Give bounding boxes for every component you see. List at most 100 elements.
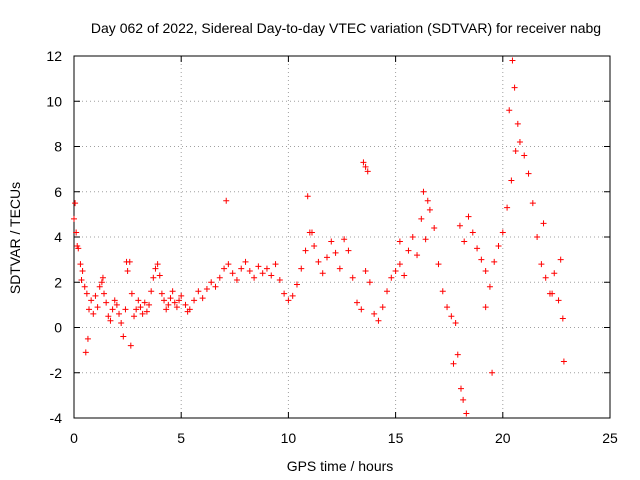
data-point [345, 247, 352, 254]
data-point [424, 197, 431, 204]
data-point [107, 317, 114, 324]
data-point [549, 290, 556, 297]
data-point [516, 138, 523, 145]
data-point [123, 258, 130, 265]
data-point [409, 234, 416, 240]
data-point [223, 197, 230, 204]
data-point [281, 290, 288, 297]
data-point [161, 297, 168, 304]
data-point [146, 301, 153, 308]
data-point [512, 148, 519, 155]
data-point [178, 292, 185, 299]
data-point [405, 247, 412, 254]
data-point [551, 270, 558, 277]
data-point [124, 267, 131, 274]
data-point [229, 270, 236, 277]
data-point [540, 220, 547, 227]
data-point [184, 308, 191, 315]
data-point [465, 213, 472, 220]
data-point [384, 288, 391, 295]
y-tick-label: 10 [46, 93, 62, 109]
data-point [431, 224, 438, 231]
data-point [509, 57, 516, 64]
data-point [285, 297, 292, 304]
data-point [255, 263, 262, 270]
x-tick-label: 0 [70, 430, 78, 446]
data-point [311, 243, 318, 250]
data-point [208, 279, 215, 286]
data-point [111, 297, 118, 304]
chart-title: Day 062 of 2022, Sidereal Day-to-day VTE… [91, 20, 601, 36]
data-point [388, 274, 395, 281]
data-point [461, 238, 468, 245]
x-axis-label: GPS time / hours [287, 458, 394, 474]
data-point [84, 335, 91, 342]
data-point [474, 245, 481, 252]
data-point [538, 261, 545, 268]
data-point [354, 299, 361, 306]
data-point [77, 261, 84, 268]
y-tick-label: -4 [50, 410, 63, 426]
data-point [534, 234, 541, 240]
data-point [221, 265, 228, 272]
data-point [336, 265, 343, 272]
y-axis-label: SDTVAR / TECUs [7, 182, 23, 294]
data-point [116, 310, 123, 317]
data-point [489, 369, 496, 376]
data-point [81, 283, 88, 290]
data-point [454, 351, 461, 358]
data-point [349, 274, 356, 281]
y-tick-label: 2 [54, 274, 62, 290]
data-point [120, 333, 127, 340]
data-point [486, 283, 493, 290]
data-point [137, 304, 144, 311]
x-tick-label: 20 [495, 430, 511, 446]
data-point [72, 200, 79, 207]
data-point [238, 265, 245, 272]
data-point [463, 410, 470, 417]
data-point [251, 274, 258, 281]
y-tick-label: 0 [54, 320, 62, 336]
data-point [362, 163, 369, 170]
data-point [73, 229, 80, 236]
data-point [105, 313, 112, 320]
data-point [94, 304, 101, 311]
data-point [182, 301, 189, 308]
data-points [71, 57, 567, 417]
data-point [371, 310, 378, 317]
data-point [109, 306, 116, 313]
data-point [246, 267, 253, 274]
data-point [169, 288, 176, 295]
data-point [259, 270, 266, 277]
data-point [401, 272, 408, 279]
data-point [122, 306, 129, 313]
data-point [506, 107, 513, 114]
data-point [392, 267, 399, 274]
data-point [452, 319, 459, 326]
data-point [439, 288, 446, 295]
data-point [127, 342, 134, 349]
data-point [304, 193, 311, 200]
data-point [491, 258, 498, 265]
data-point [148, 288, 155, 295]
data-point [499, 229, 506, 236]
data-point [135, 297, 142, 304]
data-point [308, 229, 315, 236]
data-point [302, 247, 309, 254]
data-point [233, 276, 240, 283]
y-tick-label: 12 [46, 48, 62, 64]
data-point [482, 304, 489, 311]
data-point [521, 152, 528, 159]
data-point [242, 258, 249, 265]
data-point [341, 236, 348, 243]
data-point [444, 304, 451, 311]
data-point [268, 272, 275, 279]
data-point [469, 229, 476, 236]
data-point [78, 276, 85, 283]
data-point [319, 270, 326, 277]
data-point [131, 313, 138, 320]
data-point [176, 297, 183, 304]
data-point [293, 281, 300, 288]
data-point [560, 358, 567, 365]
